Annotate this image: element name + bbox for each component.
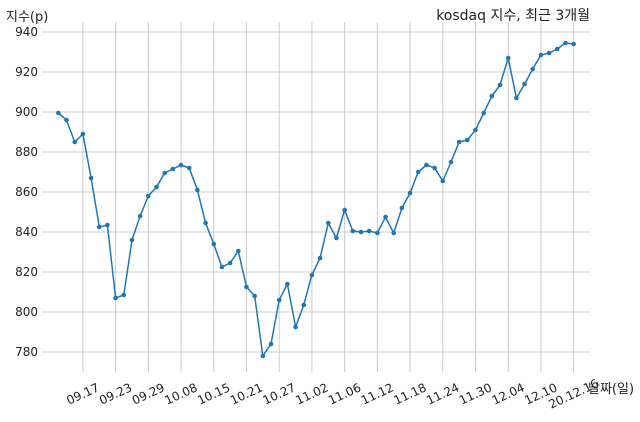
y-tick-label: 820: [15, 265, 38, 279]
data-point: [235, 248, 241, 254]
data-point: [489, 93, 495, 99]
data-point: [170, 166, 176, 172]
data-point: [391, 230, 397, 236]
data-point: [88, 175, 94, 181]
x-axis-label: 날짜(일): [588, 382, 634, 397]
data-point: [195, 187, 200, 193]
data-point: [375, 230, 380, 236]
data-point: [407, 190, 413, 196]
x-tick-label: 12.04: [490, 380, 527, 407]
data-point: [244, 284, 249, 290]
y-tick-label: 940: [15, 25, 38, 39]
data-point: [465, 137, 470, 143]
x-tick-label: 09.17: [64, 380, 101, 407]
data-point: [563, 40, 568, 46]
data-point: [154, 184, 159, 190]
y-tick-label: 800: [15, 305, 38, 319]
data-point: [440, 178, 446, 184]
data-point: [56, 110, 61, 116]
data-point: [80, 131, 86, 137]
y-tick-label: 900: [15, 105, 38, 119]
data-point: [554, 46, 560, 52]
data-point: [448, 159, 454, 165]
data-point: [522, 81, 527, 87]
y-tick-label: 780: [15, 345, 38, 359]
data-point: [121, 292, 127, 298]
data-point: [456, 139, 462, 145]
data-point: [211, 241, 217, 247]
data-point: [481, 110, 486, 116]
chart-title: kosdaq 지수, 최근 3개월: [436, 8, 590, 24]
x-tick-label: 09.23: [97, 380, 134, 407]
data-point: [530, 66, 536, 72]
data-point: [538, 52, 544, 58]
data-point: [325, 220, 331, 226]
data-point: [309, 272, 315, 278]
x-tick-label: 10.21: [228, 380, 265, 407]
x-tick-label: 11.18: [392, 380, 429, 407]
x-tick-label: 10.27: [261, 380, 298, 407]
data-point: [72, 139, 78, 145]
data-point: [268, 341, 274, 347]
y-axis-label: 지수(p): [6, 10, 48, 25]
data-point: [497, 82, 503, 88]
y-tick-label: 920: [15, 65, 38, 79]
data-point: [113, 295, 118, 301]
data-point: [505, 55, 511, 61]
data-point: [105, 222, 110, 228]
x-tick-label: 11.02: [293, 380, 330, 407]
x-tick-label: 10.08: [163, 380, 200, 407]
data-point: [162, 170, 167, 176]
data-point: [203, 220, 208, 226]
data-point: [546, 50, 552, 56]
data-point: [146, 193, 151, 199]
data-point: [415, 169, 421, 175]
series-line: [57, 42, 574, 359]
data-points: [56, 40, 576, 359]
y-tick-label: 880: [15, 145, 38, 159]
data-point: [301, 302, 307, 308]
data-point: [285, 281, 290, 287]
data-point: [260, 353, 266, 359]
x-tick-label: 11.06: [326, 380, 363, 407]
data-point: [219, 264, 225, 270]
data-point: [342, 207, 347, 213]
data-point: [64, 117, 69, 123]
x-tick-label: 10.15: [195, 380, 232, 407]
data-point: [317, 255, 323, 261]
data-point: [383, 214, 388, 220]
x-tick-label: 11.12: [359, 380, 396, 407]
data-point: [129, 237, 135, 243]
x-tick-label: 09.29: [130, 380, 167, 407]
x-tick-label: 11.30: [457, 380, 494, 407]
y-axis-ticks: 780 800 820 840 860 880 900 920 940: [15, 25, 38, 359]
data-point: [293, 324, 298, 330]
data-point: [399, 205, 405, 211]
grid: [42, 22, 590, 372]
data-point: [334, 235, 339, 241]
data-point: [186, 165, 192, 171]
data-point: [227, 260, 233, 266]
data-point: [432, 165, 437, 171]
data-point: [252, 293, 257, 299]
y-tick-label: 860: [15, 185, 38, 199]
data-point: [424, 162, 429, 168]
data-point: [366, 228, 372, 234]
data-point: [350, 228, 356, 234]
data-point: [473, 127, 478, 133]
data-point: [276, 297, 282, 303]
data-point: [96, 224, 102, 230]
data-point: [137, 213, 143, 219]
data-point: [178, 162, 184, 168]
data-point: [358, 229, 364, 235]
data-point: [571, 41, 576, 47]
x-axis-ticks: 09.1709.2309.2910.0810.1510.2110.2711.02…: [64, 376, 600, 411]
data-point: [514, 95, 519, 101]
y-tick-label: 840: [15, 225, 38, 239]
x-tick-label: 11.24: [424, 380, 461, 407]
